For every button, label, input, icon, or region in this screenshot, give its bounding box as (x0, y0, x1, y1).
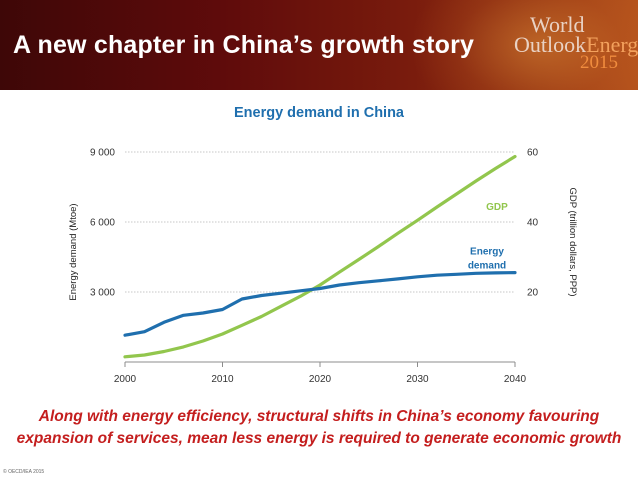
x-tick-label: 2010 (211, 374, 234, 385)
y2-tick-label: 40 (527, 218, 539, 229)
logo-word-energy: Energy (586, 32, 638, 57)
x-tick-label: 2000 (114, 374, 137, 385)
caption: Along with energy efficiency, structural… (0, 406, 638, 450)
x-tick-label: 2020 (309, 374, 332, 385)
logo-word-outlook: Outlook (514, 32, 587, 57)
y-tick-label: 6 000 (90, 218, 115, 229)
y-tick-label: 9 000 (90, 148, 115, 159)
page-title: A new chapter in China’s growth story (13, 31, 475, 59)
energy-gdp-chart: Energy demand in China 3 000 6 000 9 000 20… (68, 105, 578, 385)
energy-series-label: demand (468, 261, 506, 272)
caption-line-1: Along with energy efficiency, structural… (38, 408, 600, 425)
header-banner: A new chapter in China’s growth story Wo… (0, 0, 638, 90)
banner-glow (408, 0, 638, 90)
gdp-series-label: GDP (486, 202, 508, 213)
logo-line-outlook: OutlookEnergy (514, 32, 638, 58)
x-tick-label: 2040 (504, 374, 527, 385)
y2-axis-title: GDP (trillion dollars, PPP) (567, 187, 578, 296)
energy-demand-line (123, 271, 517, 337)
y-axis-title: Energy demand (Mtoe) (68, 203, 79, 300)
chart-title: Energy demand in China (234, 105, 405, 121)
y2-tick-label: 20 (527, 288, 539, 299)
y-tick-label: 3 000 (90, 288, 115, 299)
weo-logo: World OutlookEnergy 2015 (510, 12, 638, 78)
x-tick-label: 2030 (406, 374, 429, 385)
gdp-line (123, 154, 517, 359)
logo-year: 2015 (580, 52, 618, 73)
caption-line-2: expansion of services, mean less energy … (16, 430, 622, 447)
energy-series-label: Energy (470, 247, 504, 258)
y2-tick-label: 60 (527, 148, 539, 159)
copyright-notice: © OECD/IEA 2015 (3, 469, 45, 475)
logo-line-world: World (530, 12, 585, 37)
